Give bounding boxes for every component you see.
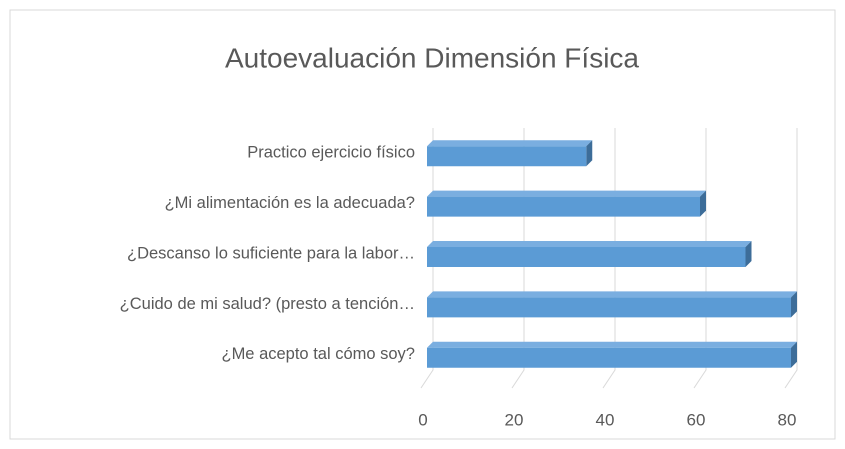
x-tick-label: 80 (778, 410, 797, 429)
y-tick-label: ¿Cuido de mi salud? (presto a tención… (120, 295, 415, 313)
y-tick-label: ¿Me acepto tal cómo soy? (221, 345, 415, 363)
bar-front (427, 347, 791, 368)
x-tick-label: 20 (505, 410, 524, 429)
bar-side (586, 140, 593, 167)
bar-top (427, 241, 752, 247)
bar-top (427, 140, 593, 147)
bar-side (700, 190, 706, 217)
y-tick-label: ¿Mi alimentación es la adecuada? (165, 194, 415, 212)
bar-top (427, 341, 797, 348)
bar-top (427, 291, 797, 298)
y-tick-label: ¿Descanso lo suficiente para la labor… (127, 244, 415, 262)
bar-front (427, 146, 587, 167)
grid-line (784, 128, 798, 389)
bar (427, 241, 752, 267)
chart-border (9, 9, 836, 440)
bar-front (427, 297, 791, 318)
y-tick-label: Practico ejercicio físico (247, 144, 415, 162)
bar-side (745, 241, 752, 267)
bar-top (427, 190, 706, 197)
bar (427, 291, 797, 318)
bar (427, 341, 797, 368)
bar-front (427, 196, 700, 217)
x-tick-label: 0 (418, 410, 427, 429)
x-tick-label: 40 (596, 410, 615, 429)
bar-side (791, 341, 797, 368)
x-tick-label: 60 (687, 410, 706, 429)
chart-title: Autoevaluación Dimensión Física (225, 42, 639, 73)
bar (427, 140, 593, 167)
bar-front (427, 247, 746, 267)
bar-side (791, 291, 797, 318)
bar (427, 190, 706, 217)
